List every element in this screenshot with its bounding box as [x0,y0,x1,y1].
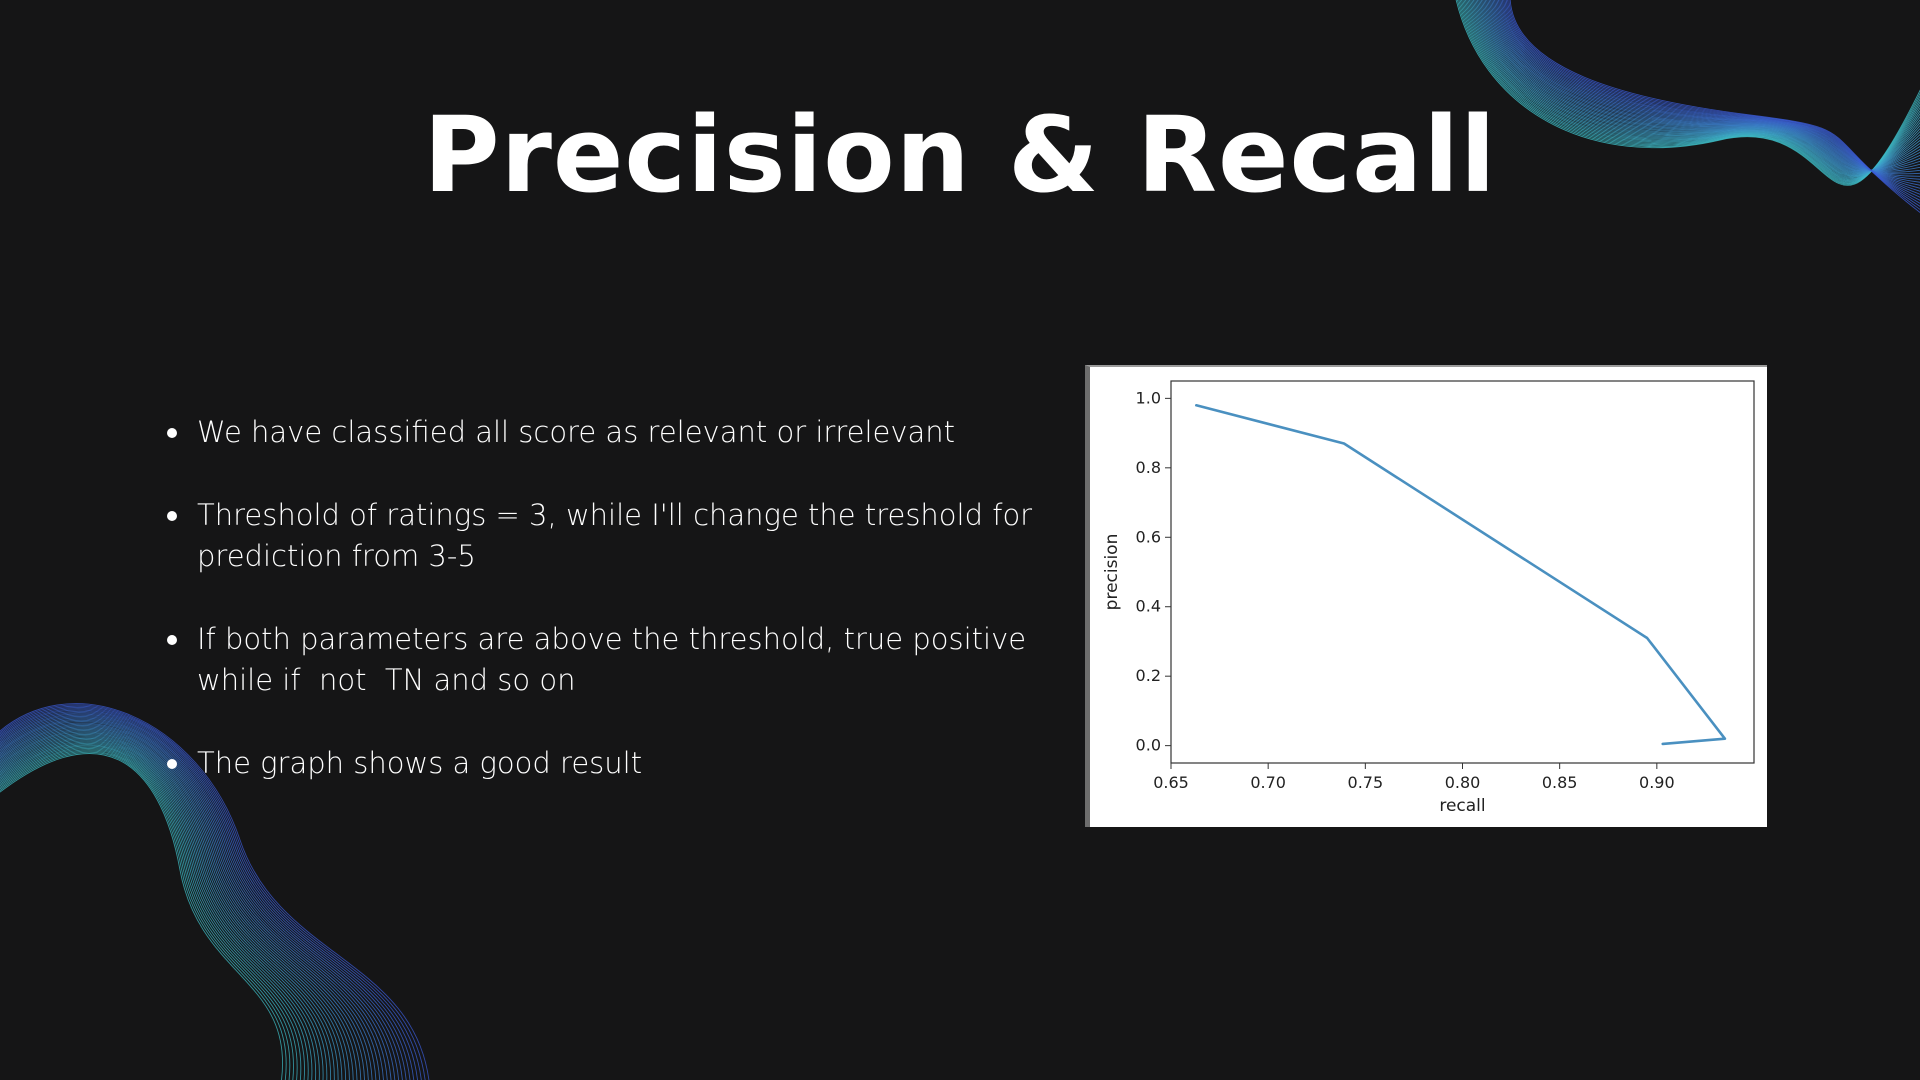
bullet-dot-icon [167,635,177,645]
y-tick-label: 0.6 [1136,527,1161,546]
wave-line [1491,0,1920,173]
wave-line [0,736,332,1080]
x-tick-label: 0.80 [1445,773,1481,792]
wave-line [0,716,392,1080]
wave-line [0,750,291,1080]
wave-line [0,712,403,1080]
wave-line [0,726,362,1080]
wave-line [1482,0,1920,172]
wave-line [0,748,298,1080]
precision-recall-chart: 0.65 0.70 0.75 0.80 0.85 0.90 0.0 0.2 0.4 0.6 0.8 1… [1102,380,1755,816]
wave-line [1483,0,1920,172]
wave-line [0,722,373,1080]
bullet-text: Threshold of ratings = 3, while I'll cha… [197,498,1042,573]
wave-line [0,704,426,1080]
wave-line [0,713,399,1080]
bullet-dot-icon [167,759,177,769]
wave-line [0,720,380,1080]
wave-line [1487,0,1920,171]
wave-line [1499,0,1920,189]
y-tick-label: 0.4 [1136,597,1161,616]
wave-line [1486,0,1920,171]
wave-line [0,739,324,1080]
wave-line [0,735,335,1080]
wave-line [1496,0,1920,183]
wave-line [0,707,418,1080]
y-tick-label: 0.0 [1136,736,1161,755]
wave-line [0,753,283,1080]
x-tick-label: 0.70 [1250,773,1286,792]
wave-line [1500,0,1920,192]
bullet-item: We have classified all score as relevant… [165,412,1045,453]
y-tick-label: 0.8 [1136,458,1161,477]
plot-area-frame [1170,380,1755,764]
wave-line [0,727,358,1080]
bullet-text: If both parameters are above the thresho… [197,622,1036,697]
wave-line [0,711,407,1080]
wave-line [0,730,350,1080]
wave-line [0,745,305,1080]
wave-line [1502,0,1920,195]
wave-line [1498,0,1920,186]
wave-line [1504,0,1920,201]
wave-line [0,718,384,1080]
wave-line [0,709,411,1080]
wave-line [0,717,388,1080]
precision-recall-line [1195,403,1727,746]
decorative-wave-lines-bottom-left [0,703,430,1080]
chart-image: 0.65 0.70 0.75 0.80 0.85 0.90 0.0 0.2 0.4 0.6 0.8 1… [1085,365,1767,827]
wave-line [0,744,309,1080]
wave-line [0,703,430,1080]
bullet-item: The graph shows a good result [165,743,1045,784]
wave-line [1481,0,1920,172]
x-axis-label: recall [1439,796,1485,816]
wave-line [0,725,365,1080]
bullet-dot-icon [167,428,177,438]
wave-line [1479,0,1920,173]
bullet-list: We have classified all score as relevant… [165,412,1045,826]
wave-line [1509,0,1920,213]
wave-line [1488,0,1920,172]
bullet-text: We have classified all score as relevant… [197,415,956,449]
wave-line [0,749,294,1080]
wave-line [0,714,396,1080]
wave-line [0,731,346,1080]
wave-line [0,751,287,1080]
x-tick-label: 0.90 [1639,773,1675,792]
wave-line [0,732,343,1080]
wave-line [0,746,302,1080]
wave-line [0,738,328,1080]
decorative-wave-lines-top-right [1455,0,1920,213]
wave-line [1484,0,1920,171]
wave-line [0,723,369,1080]
bullet-text: The graph shows a good result [197,746,643,780]
wave-line [1495,0,1920,180]
x-tick-label: 0.85 [1542,773,1578,792]
y-axis-label: precision [1102,534,1122,611]
wave-line [0,705,422,1080]
wave-line [0,708,414,1080]
wave-line [0,721,377,1080]
wave-line [0,741,317,1080]
wave-line [1503,0,1920,198]
wave-line [0,729,354,1080]
bullet-dot-icon [167,511,177,521]
y-tick-label: 1.0 [1136,388,1161,407]
bullet-item: Threshold of ratings = 3, while I'll cha… [165,495,1045,577]
wave-line [0,734,339,1080]
x-tick-label: 0.75 [1348,773,1384,792]
x-tick-label: 0.65 [1153,773,1189,792]
wave-line [1490,0,1920,172]
wave-line [1492,0,1920,175]
bullet-item: If both parameters are above the thresho… [165,619,1045,701]
wave-line [1494,0,1920,177]
y-tick-label: 0.2 [1136,666,1161,685]
wave-line [0,740,320,1080]
wave-line [0,743,313,1080]
slide-title: Precision & Recall [423,94,1497,216]
